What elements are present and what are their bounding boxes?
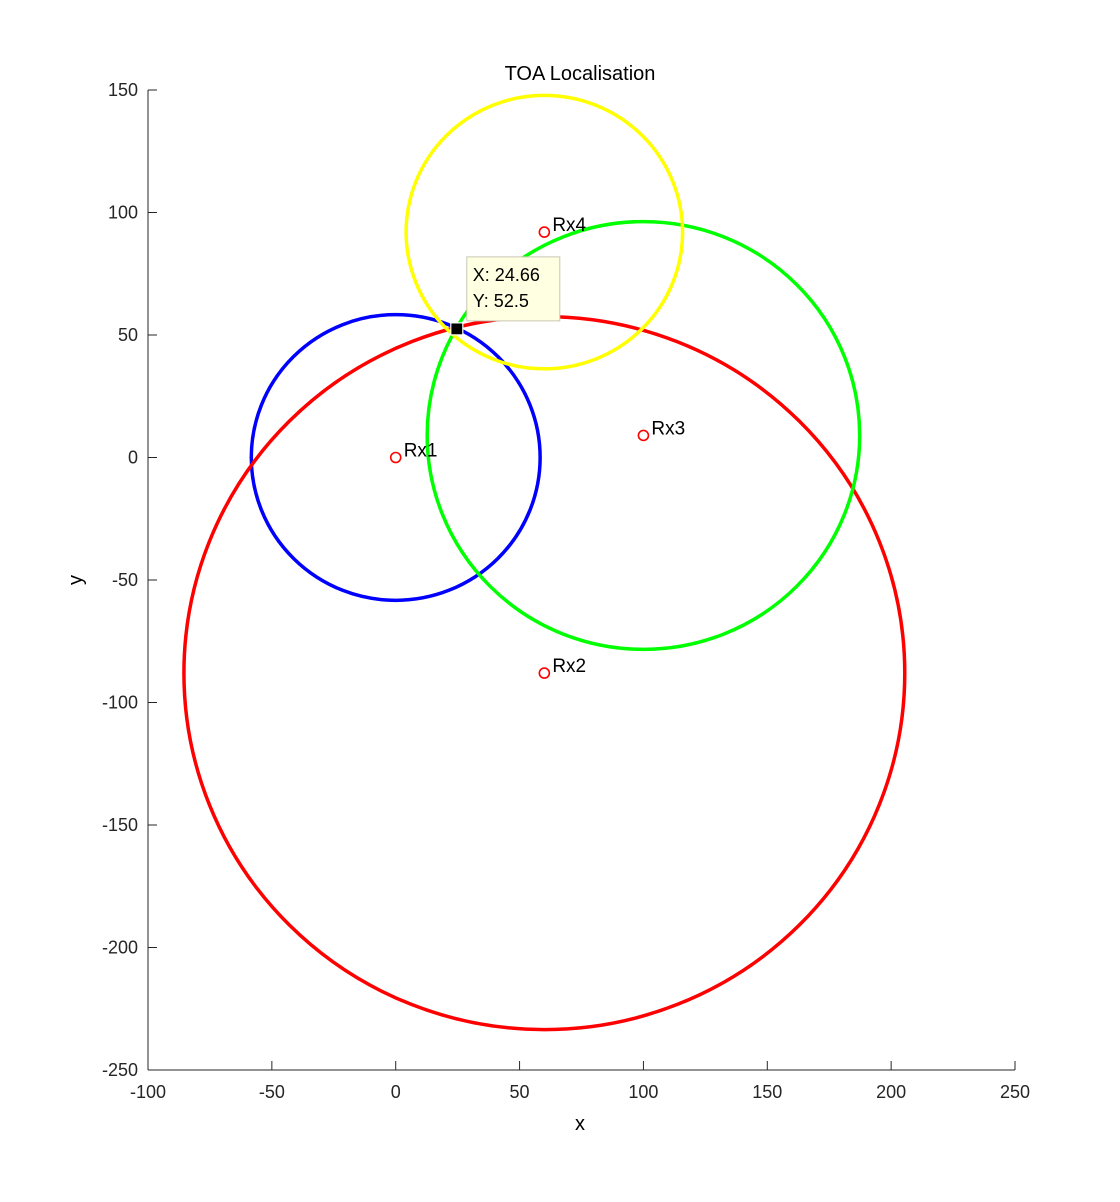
- y-tick-label: -200: [102, 938, 138, 958]
- x-tick-label: -100: [130, 1082, 166, 1102]
- y-tick-label: 50: [118, 325, 138, 345]
- x-tick-label: 50: [510, 1082, 530, 1102]
- x-tick-label: -50: [259, 1082, 285, 1102]
- receiver-marker: [637, 429, 650, 442]
- x-tick-label: 0: [391, 1082, 401, 1102]
- y-tick-label: 100: [108, 203, 138, 223]
- receiver-label: Rx1: [404, 441, 438, 462]
- receiver-marker: [538, 667, 551, 679]
- receiver-marker: [538, 226, 551, 238]
- y-tick-label: 150: [108, 80, 138, 100]
- datatip-x-text: X: 24.66: [473, 265, 540, 285]
- y-tick-label: -100: [102, 693, 138, 713]
- y-tick-label: -250: [102, 1060, 138, 1080]
- x-tick-label: 150: [752, 1082, 782, 1102]
- y-tick-label: -150: [102, 815, 138, 835]
- y-axis-label: y: [65, 575, 87, 585]
- x-tick-label: 100: [628, 1082, 658, 1102]
- receiver-label: Rx4: [552, 215, 586, 236]
- plot-area: -100 -50 0 50 100 150 200 250 -250 -200 -150 -100 -5…: [102, 80, 1030, 1102]
- datatip-box: [466, 256, 561, 322]
- x-tick-label: 250: [1000, 1082, 1030, 1102]
- range-circle-3: [425, 219, 862, 652]
- x-tick-label: 200: [876, 1082, 906, 1102]
- range-circle-2: [182, 314, 907, 1032]
- chart-title: TOA Localisation: [505, 63, 656, 85]
- x-axis-label: x: [575, 1113, 585, 1135]
- receiver-marker: [389, 451, 402, 464]
- range-circle-4: [404, 93, 685, 371]
- receiver-label: Rx2: [552, 656, 586, 677]
- estimated-position-marker: [450, 322, 464, 336]
- range-circle-1: [249, 312, 542, 603]
- receiver-label: Rx3: [651, 418, 685, 439]
- y-tick-label: -50: [112, 570, 138, 590]
- datatip-y-text: Y: 52.5: [473, 291, 529, 311]
- y-tick-label: 0: [128, 448, 138, 468]
